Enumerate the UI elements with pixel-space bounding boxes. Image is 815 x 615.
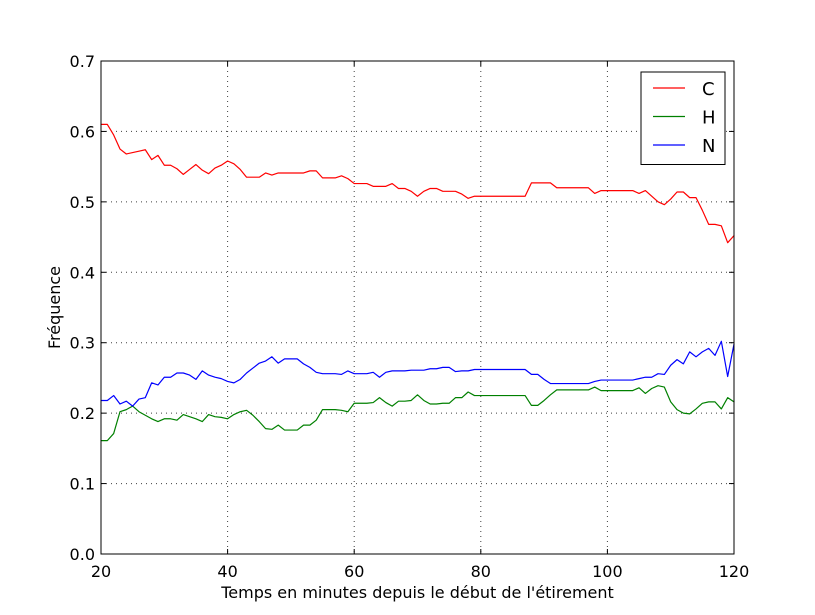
- x-axis-label: Temps en minutes depuis le début de l'ét…: [220, 583, 614, 602]
- grid: [101, 61, 734, 554]
- y-tick-label: 0.4: [70, 263, 95, 282]
- y-tick-label: 0.0: [70, 545, 95, 564]
- y-axis-label: Fréquence: [45, 266, 64, 349]
- series-lines: [100, 123, 735, 442]
- x-tick-label: 40: [217, 562, 237, 581]
- legend-label-c: C: [702, 79, 715, 100]
- y-tick-label: 0.5: [70, 193, 95, 212]
- y-tick-label: 0.3: [70, 334, 95, 353]
- legend-label-h: H: [702, 108, 716, 129]
- x-tick-label: 20: [91, 562, 111, 581]
- series-line-c: [100, 123, 735, 244]
- legend: CHN: [640, 71, 726, 165]
- y-tick-label: 0.2: [70, 404, 95, 423]
- x-tick-label: 120: [719, 562, 750, 581]
- y-tick-label: 0.7: [70, 52, 95, 71]
- x-tick-label: 80: [471, 562, 491, 581]
- y-tick-label: 0.1: [70, 475, 95, 494]
- y-tick-label: 0.6: [70, 122, 95, 141]
- x-tick-label: 60: [344, 562, 364, 581]
- series-line-h: [100, 385, 735, 442]
- legend-label-n: N: [702, 136, 715, 157]
- axes-frame: [100, 60, 735, 555]
- x-tick-label: 100: [592, 562, 623, 581]
- axis-ticks: 20 40 60 80 100 120 0.0 0.1 0.2 0.3 0.4 0.5 0.6 0.7: [70, 52, 750, 581]
- series-line-n: [100, 340, 735, 407]
